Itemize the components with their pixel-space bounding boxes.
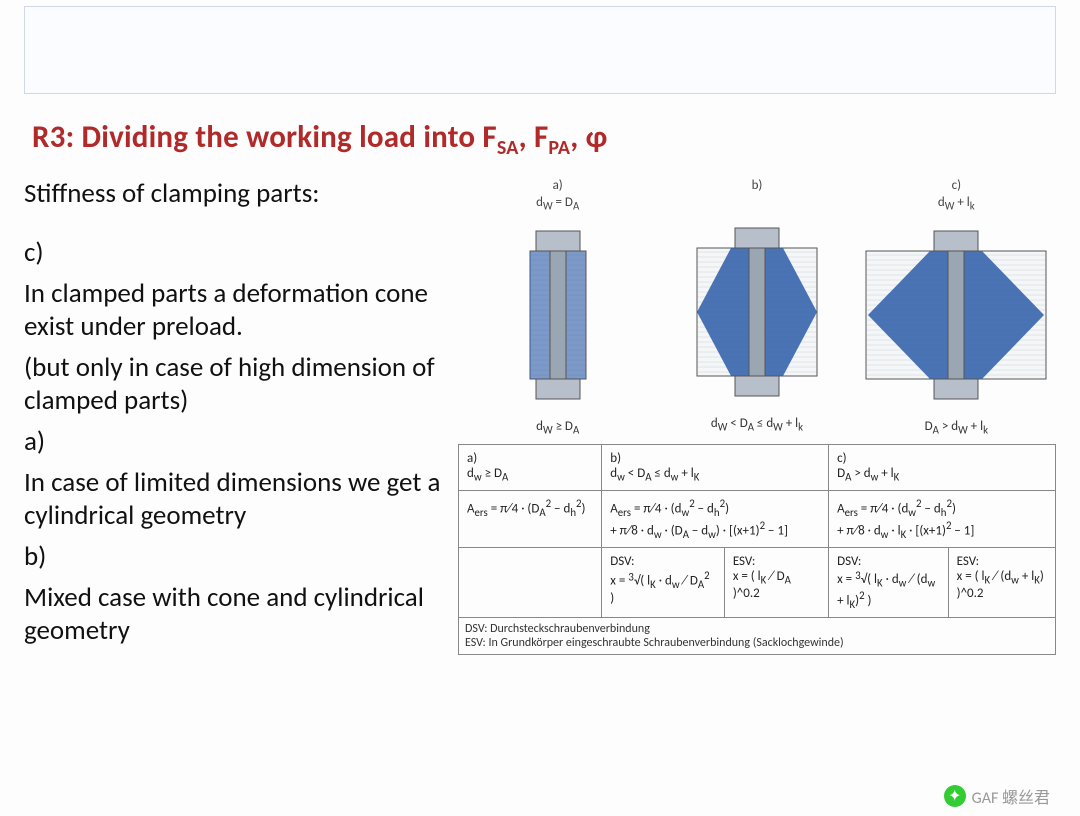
- bolt-diagram-c: [861, 215, 1051, 415]
- figure-a: a) dW = DA dW ≥ DA: [463, 178, 653, 436]
- aers-a: Aers = π⁄4 · (DA2 − dh2): [459, 490, 602, 547]
- aers-c: Aers = π⁄4 · (dw2 − dh2) + π⁄8 · dw · lK…: [829, 490, 1056, 547]
- case-c-text2: (but only in case of high dimension of c…: [24, 352, 444, 418]
- th-c: c)DA > dw + lK: [829, 445, 1056, 491]
- b-dsv: DSV: x = 3√( lK · dw ⁄ DA2 ): [602, 547, 725, 618]
- right-column: a) dW = DA dW ≥ DA b) — dW < DA ≤ dW + l…: [458, 178, 1056, 655]
- figure-c-subtop: dW + lk: [861, 195, 1051, 213]
- foot-esv: ESV: In Grundkörper eingeschraubte Schra…: [465, 636, 1049, 650]
- empty-cell: [459, 547, 602, 618]
- case-b-label: b): [24, 541, 444, 574]
- figure-b-subbot: dW < DA ≤ dW + lk: [662, 416, 852, 434]
- footnote: DSV: Durchsteckschraubenverbindung ESV: …: [458, 618, 1056, 655]
- c-esv: ESV: x = ( lK ⁄ (dw + lK) )^0.2: [948, 547, 1055, 618]
- b-esv: ESV: x = ( lK ⁄ DA )^0.2: [724, 547, 828, 618]
- figure-row: a) dW = DA dW ≥ DA b) — dW < DA ≤ dW + l…: [458, 178, 1056, 436]
- figure-a-top: a): [463, 178, 653, 193]
- figure-c-subbot: DA > dW + lk: [861, 419, 1051, 437]
- case-c-text1: In clamped parts a deformation cone exis…: [24, 278, 444, 344]
- bolt-diagram-a: [463, 215, 653, 415]
- aers-b: Aers = π⁄4 · (dw2 − dh2) + π⁄8 · dw · (D…: [602, 490, 829, 547]
- stiffness-heading: Stiffness of clamping parts:: [24, 178, 444, 211]
- th-a: a)dw ≥ DA: [459, 445, 602, 491]
- figure-b: b) — dW < DA ≤ dW + lk: [662, 178, 852, 436]
- case-a-text: In case of limited dimensions we get a c…: [24, 467, 444, 533]
- case-a-label: a): [24, 426, 444, 459]
- figure-c-top: c): [861, 178, 1051, 193]
- figure-b-top: b): [662, 178, 852, 193]
- figure-c: c) dW + lk DA > dW + lk: [861, 178, 1051, 436]
- left-text-column: Stiffness of clamping parts: c) In clamp…: [24, 178, 444, 655]
- spacer: [24, 219, 444, 229]
- figure-a-subbot: dW ≥ DA: [463, 419, 653, 437]
- watermark: ✦ GAF 螺丝君: [944, 784, 1050, 808]
- bolt-diagram-b: [662, 212, 852, 412]
- slide-title: R3: Dividing the working load into FSA, …: [32, 118, 1056, 160]
- case-b-text: Mixed case with cone and cylindrical geo…: [24, 582, 444, 648]
- foot-dsv: DSV: Durchsteckschraubenverbindung: [465, 622, 1049, 636]
- c-dsv: DSV: x = 3√( lK · dw ⁄ (dw + lK)2 ): [829, 547, 949, 618]
- formula-table: a)dw ≥ DA b)dw < DA ≤ dw + lK c)DA > dw …: [458, 444, 1056, 618]
- header-box: [24, 6, 1056, 94]
- case-c-label: c): [24, 237, 444, 270]
- figure-a-subtop: dW = DA: [463, 195, 653, 213]
- wechat-icon: ✦: [944, 785, 966, 807]
- watermark-text: GAF 螺丝君: [972, 784, 1050, 808]
- th-b: b)dw < DA ≤ dw + lK: [602, 445, 829, 491]
